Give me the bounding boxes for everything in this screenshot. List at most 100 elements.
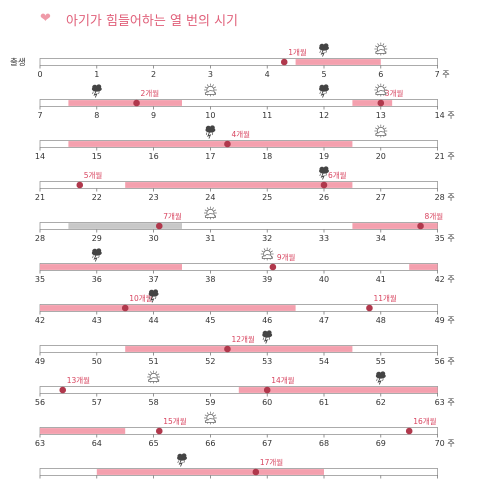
month-marker-dot [252, 468, 260, 476]
rain-drop [155, 296, 157, 300]
week-tick-label: 18 [262, 152, 272, 161]
storm-cloud-puff [323, 166, 329, 171]
storm-cloud-puff [149, 289, 155, 295]
week-tick-label: 1 [94, 70, 99, 79]
week-tick-label: 29 [92, 234, 102, 243]
lightning-bolt [320, 91, 325, 98]
week-tick-label: 30 [149, 234, 159, 243]
sun-ray [213, 209, 217, 212]
rain-drop [92, 91, 94, 95]
rain-drop [319, 91, 321, 95]
week-tick-label: 63 주 [435, 398, 455, 407]
month-label: 3개월 [385, 88, 404, 98]
difficult-period-segment [125, 182, 353, 188]
sun-ray [384, 127, 387, 130]
week-tick-label: 66 [205, 439, 215, 448]
week-tick-label: 34 [376, 234, 386, 243]
timeline-row: 0 1 2 3 4 5 6 7 주 1개월 [37, 42, 450, 79]
week-tick-label: 24 [205, 193, 215, 202]
week-tick-label: 20 [376, 152, 386, 161]
timeline-row: 49 50 51 52 53 54 55 56 주 12개월 [35, 330, 455, 366]
difficult-period-segment [40, 305, 296, 311]
month-marker-dot [263, 386, 271, 394]
sun-ray [375, 86, 378, 89]
week-tick-label: 26 [319, 193, 329, 202]
timeline-row: 42 43 44 45 46 47 48 49 주 10개월 11개월 [35, 289, 455, 325]
thunderstorm-icon [262, 330, 273, 344]
week-tick-label: 2 [151, 70, 156, 79]
sun-ray [212, 84, 214, 87]
week-tick-label: 23 [149, 193, 159, 202]
month-label: 8개월 [425, 211, 444, 221]
week-tick-label: 50 [92, 357, 102, 366]
week-tick-label: 33 [319, 234, 329, 243]
week-tick-label: 56 [35, 398, 45, 407]
difficult-period-segment [40, 428, 126, 434]
storm-cloud-puff [376, 371, 382, 377]
rain-drop [325, 91, 327, 95]
sun-ray [204, 209, 207, 212]
week-tick-label: 7 주 [435, 70, 450, 79]
timeline-row: 63 64 65 66 67 68 69 70 주 15개월 16개월 [35, 411, 455, 448]
timeline-row: 21 22 23 24 25 26 27 28 주 5개월 6개월 [35, 166, 455, 202]
week-tick-label: 22 [92, 193, 102, 202]
week-tick-label: 56 주 [435, 357, 455, 366]
month-label: 5개월 [84, 170, 103, 180]
thunderstorm-icon [177, 453, 187, 467]
thunderstorm-icon [375, 371, 386, 385]
week-tick-label: 43 [92, 316, 102, 325]
month-label: 9개월 [277, 252, 296, 262]
month-marker-dot [320, 181, 328, 189]
week-tick-label: 37 [149, 275, 159, 284]
month-marker-dot [417, 222, 424, 230]
storm-cloud-puff [210, 125, 215, 130]
sun-ray [382, 43, 385, 46]
storm-cloud-puff [181, 453, 187, 458]
month-label: 2개월 [141, 88, 160, 98]
thunderstorm-icon [319, 166, 329, 180]
week-tick-label: 44 [149, 316, 159, 325]
week-tick-label: 35 주 [435, 234, 455, 243]
rain-drop [92, 255, 94, 259]
sun-ray [147, 373, 151, 376]
thunderstorm-icon [205, 125, 216, 139]
week-tick-label: 48 [376, 316, 386, 325]
week-tick-label: 7 [37, 111, 42, 120]
week-tick-label: 9 [151, 111, 156, 120]
rain-drop [325, 173, 327, 177]
storm-cloud-puff [319, 43, 325, 49]
thunderstorm-icon [319, 84, 329, 98]
difficult-period-segment [68, 100, 182, 106]
week-tick-label: 13 [376, 111, 386, 120]
week-tick-label: 3 [208, 70, 213, 79]
sun-ray [206, 207, 209, 210]
month-label: 7개월 [163, 211, 182, 221]
difficult-period-segment [68, 141, 353, 147]
sun-ray [204, 414, 207, 417]
sun-ray [377, 43, 380, 46]
week-tick-label: 28 주 [435, 193, 455, 202]
sun-ray [212, 207, 214, 210]
week-tick-label: 47 [319, 316, 329, 325]
week-tick-label: 59 [205, 398, 215, 407]
week-tick-label: 42 [35, 316, 45, 325]
month-label: 13개월 [67, 375, 90, 385]
sun-cloud [375, 49, 387, 54]
week-tick-label: 0 [37, 70, 42, 79]
difficult-period-segment [238, 387, 438, 393]
storm-cloud-puff [96, 248, 102, 253]
sun-ray [206, 412, 209, 415]
sun-ray [213, 414, 217, 417]
week-tick-label: 14 주 [435, 111, 455, 120]
week-tick-label: 49 [35, 357, 45, 366]
sun-ray [377, 125, 380, 128]
sun-ray [375, 127, 378, 130]
rain-drop [98, 255, 100, 259]
page-title: 아기가 힘들어하는 열 번의 시기 [66, 14, 239, 29]
sun-cloud-icon [203, 411, 217, 425]
sun-cloud-icon [203, 83, 217, 97]
sun-ray [382, 84, 385, 87]
sun-ray [157, 373, 160, 376]
week-tick-label: 65 [149, 439, 159, 448]
